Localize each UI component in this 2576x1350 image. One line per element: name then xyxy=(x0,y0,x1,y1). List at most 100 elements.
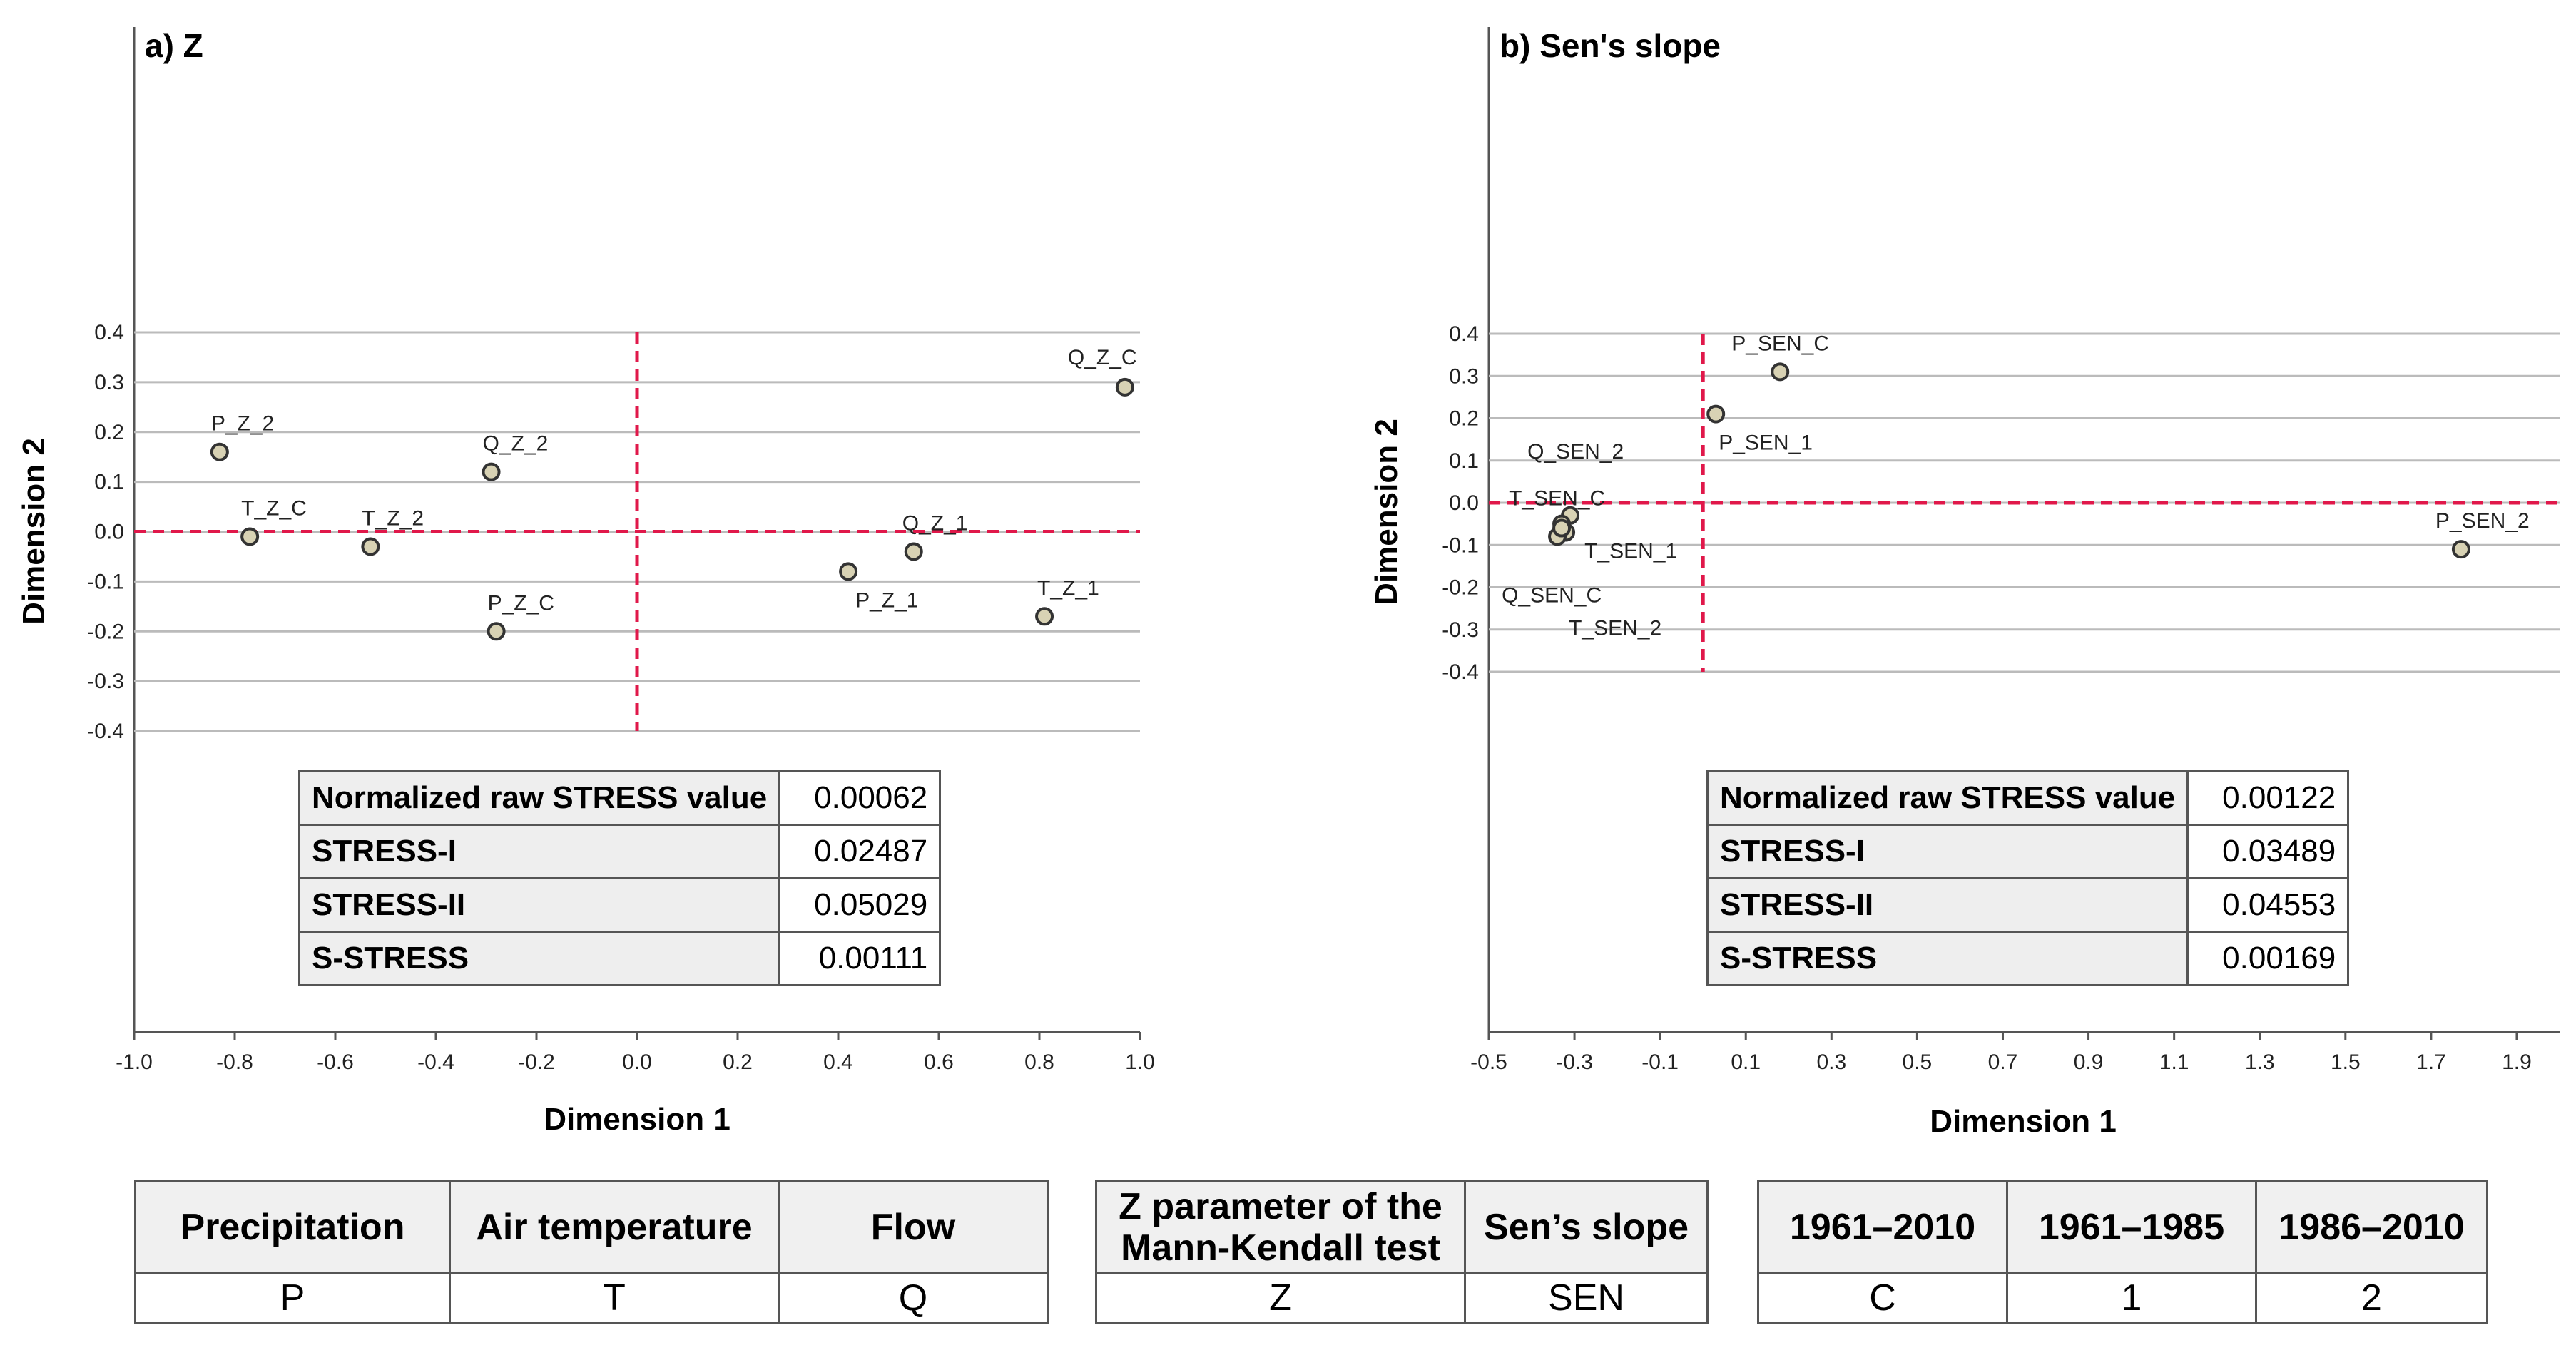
stress-value: 0.00169 xyxy=(2186,931,2350,986)
x-tick-label: -0.4 xyxy=(417,1050,454,1074)
x-tick-label: -0.6 xyxy=(317,1050,354,1074)
stress-row: STRESS-II 0.04553 xyxy=(1706,877,2350,933)
legend-header-row: Z parameter of the Mann-Kendall test Sen… xyxy=(1095,1180,1709,1274)
data-point xyxy=(1706,404,1726,424)
legend-header: Z parameter of the Mann-Kendall test xyxy=(1095,1180,1466,1274)
stress-value: 0.05029 xyxy=(778,877,942,933)
y-tick-label: 0.2 xyxy=(1449,407,1479,431)
y-tick-label: 0.1 xyxy=(1449,449,1479,473)
x-tick-label: 1.9 xyxy=(2502,1050,2532,1074)
stress-row: STRESS-I 0.03489 xyxy=(1706,824,2350,879)
point-label: Q_SEN_2 xyxy=(1527,440,1624,464)
legend-header: Sen’s slope xyxy=(1464,1180,1709,1274)
stress-label: STRESS-I xyxy=(297,824,781,879)
legend-code: 1 xyxy=(2006,1272,2257,1324)
x-tick-label: 0.7 xyxy=(1988,1050,2018,1074)
legend-code: Z xyxy=(1095,1272,1466,1324)
y-tick-label: -0.2 xyxy=(87,620,124,643)
x-tick-label: 1.7 xyxy=(2416,1050,2446,1074)
y-tick-label: -0.3 xyxy=(87,670,124,693)
legend-header: Air temperature xyxy=(449,1180,780,1274)
y-axis-label: Dimension 2 xyxy=(16,438,51,625)
x-tick-label: 0.4 xyxy=(823,1050,853,1074)
legend-header-row: Precipitation Air temperature Flow xyxy=(134,1180,1049,1274)
stress-row: STRESS-I 0.02487 xyxy=(297,824,942,879)
x-tick-label: -1.0 xyxy=(116,1050,153,1074)
data-point xyxy=(1552,518,1572,538)
stress-row: Normalized raw STRESS value 0.00122 xyxy=(1706,770,2350,826)
legend-code: SEN xyxy=(1464,1272,1709,1324)
stress-label: STRESS-II xyxy=(297,877,781,933)
x-tick-label: -0.3 xyxy=(1556,1050,1593,1074)
panel-title: a) Z xyxy=(145,27,203,64)
x-tick-label: 0.0 xyxy=(622,1050,652,1074)
y-tick-label: 0.4 xyxy=(1449,322,1479,346)
point-label: T_SEN_C xyxy=(1509,487,1605,511)
stress-label: S-STRESS xyxy=(297,931,781,986)
legend-table-periods: 1961–2010 1961–1985 1986–2010 C 1 2 xyxy=(1757,1180,2488,1324)
y-tick-label: -0.1 xyxy=(1442,533,1479,557)
legend-header: 1961–1985 xyxy=(2006,1180,2257,1274)
y-tick-label: 0.3 xyxy=(1449,364,1479,388)
data-point xyxy=(839,562,858,581)
x-axis-label: Dimension 1 xyxy=(1930,1104,2117,1139)
y-tick-label: 0.1 xyxy=(94,471,124,494)
panel-title: b) Sen's slope xyxy=(1500,27,1721,64)
stress-table-b: Normalized raw STRESS value 0.00122 STRES… xyxy=(1706,770,2350,986)
data-point xyxy=(1115,377,1134,397)
x-tick-label: 0.3 xyxy=(1816,1050,1846,1074)
point-label: P_SEN_2 xyxy=(2435,509,2530,533)
legend-table-variables: Precipitation Air temperature Flow P T Q xyxy=(134,1180,1049,1324)
legend-header-row: 1961–2010 1961–1985 1986–2010 xyxy=(1757,1180,2488,1274)
point-label: Q_Z_C xyxy=(1068,346,1137,369)
legend-code: P xyxy=(134,1272,451,1324)
point-label: P_Z_1 xyxy=(855,588,918,612)
x-axis-label: Dimension 1 xyxy=(544,1102,730,1137)
stress-label: STRESS-I xyxy=(1706,824,2189,879)
y-tick-label: 0.0 xyxy=(94,521,124,544)
x-tick-label: 0.6 xyxy=(924,1050,954,1074)
x-tick-label: 0.1 xyxy=(1731,1050,1761,1074)
x-tick-label: 0.5 xyxy=(1903,1050,1933,1074)
y-axis-label: Dimension 2 xyxy=(1369,419,1404,605)
data-point xyxy=(904,542,923,561)
point-label: P_SEN_1 xyxy=(1719,431,1813,455)
stress-label: Normalized raw STRESS value xyxy=(1706,770,2189,826)
point-label: T_SEN_2 xyxy=(1569,617,1661,640)
legend-header: 1986–2010 xyxy=(2255,1180,2488,1274)
stress-row: S-STRESS 0.00111 xyxy=(297,931,942,986)
x-tick-label: 0.9 xyxy=(2074,1050,2104,1074)
legend-code: T xyxy=(449,1272,780,1324)
legend-header: 1961–2010 xyxy=(1757,1180,2008,1274)
stress-value: 0.03489 xyxy=(2186,824,2350,879)
y-tick-label: -0.4 xyxy=(87,720,124,743)
stress-label: STRESS-II xyxy=(1706,877,2189,933)
point-label: P_SEN_C xyxy=(1731,332,1829,355)
x-tick-label: 1.1 xyxy=(2159,1050,2189,1074)
data-point xyxy=(487,622,506,641)
stress-table-a: Normalized raw STRESS value 0.00062 STRES… xyxy=(297,770,942,986)
x-tick-label: 1.0 xyxy=(1125,1050,1155,1074)
x-tick-label: 0.8 xyxy=(1024,1050,1054,1074)
legend-header: Flow xyxy=(778,1180,1049,1274)
data-point xyxy=(1771,362,1790,382)
stress-value: 0.00062 xyxy=(778,770,942,826)
x-tick-label: 0.2 xyxy=(723,1050,753,1074)
x-tick-label: -0.5 xyxy=(1470,1050,1507,1074)
stress-row: Normalized raw STRESS value 0.00062 xyxy=(297,770,942,826)
point-label: T_Z_2 xyxy=(362,506,424,530)
stress-row: S-STRESS 0.00169 xyxy=(1706,931,2350,986)
x-tick-label: -0.8 xyxy=(216,1050,253,1074)
point-label: T_Z_C xyxy=(241,496,307,520)
data-point xyxy=(482,462,501,481)
point-label: T_Z_1 xyxy=(1037,576,1099,600)
data-point xyxy=(1035,607,1054,626)
y-tick-label: 0.4 xyxy=(94,321,124,344)
legend-code: C xyxy=(1757,1272,2008,1324)
point-label: Q_Z_1 xyxy=(902,511,968,535)
x-tick-label: 1.5 xyxy=(2331,1050,2361,1074)
stress-label: S-STRESS xyxy=(1706,931,2189,986)
x-tick-label: -0.1 xyxy=(1641,1050,1679,1074)
legend-header: Precipitation xyxy=(134,1180,451,1274)
